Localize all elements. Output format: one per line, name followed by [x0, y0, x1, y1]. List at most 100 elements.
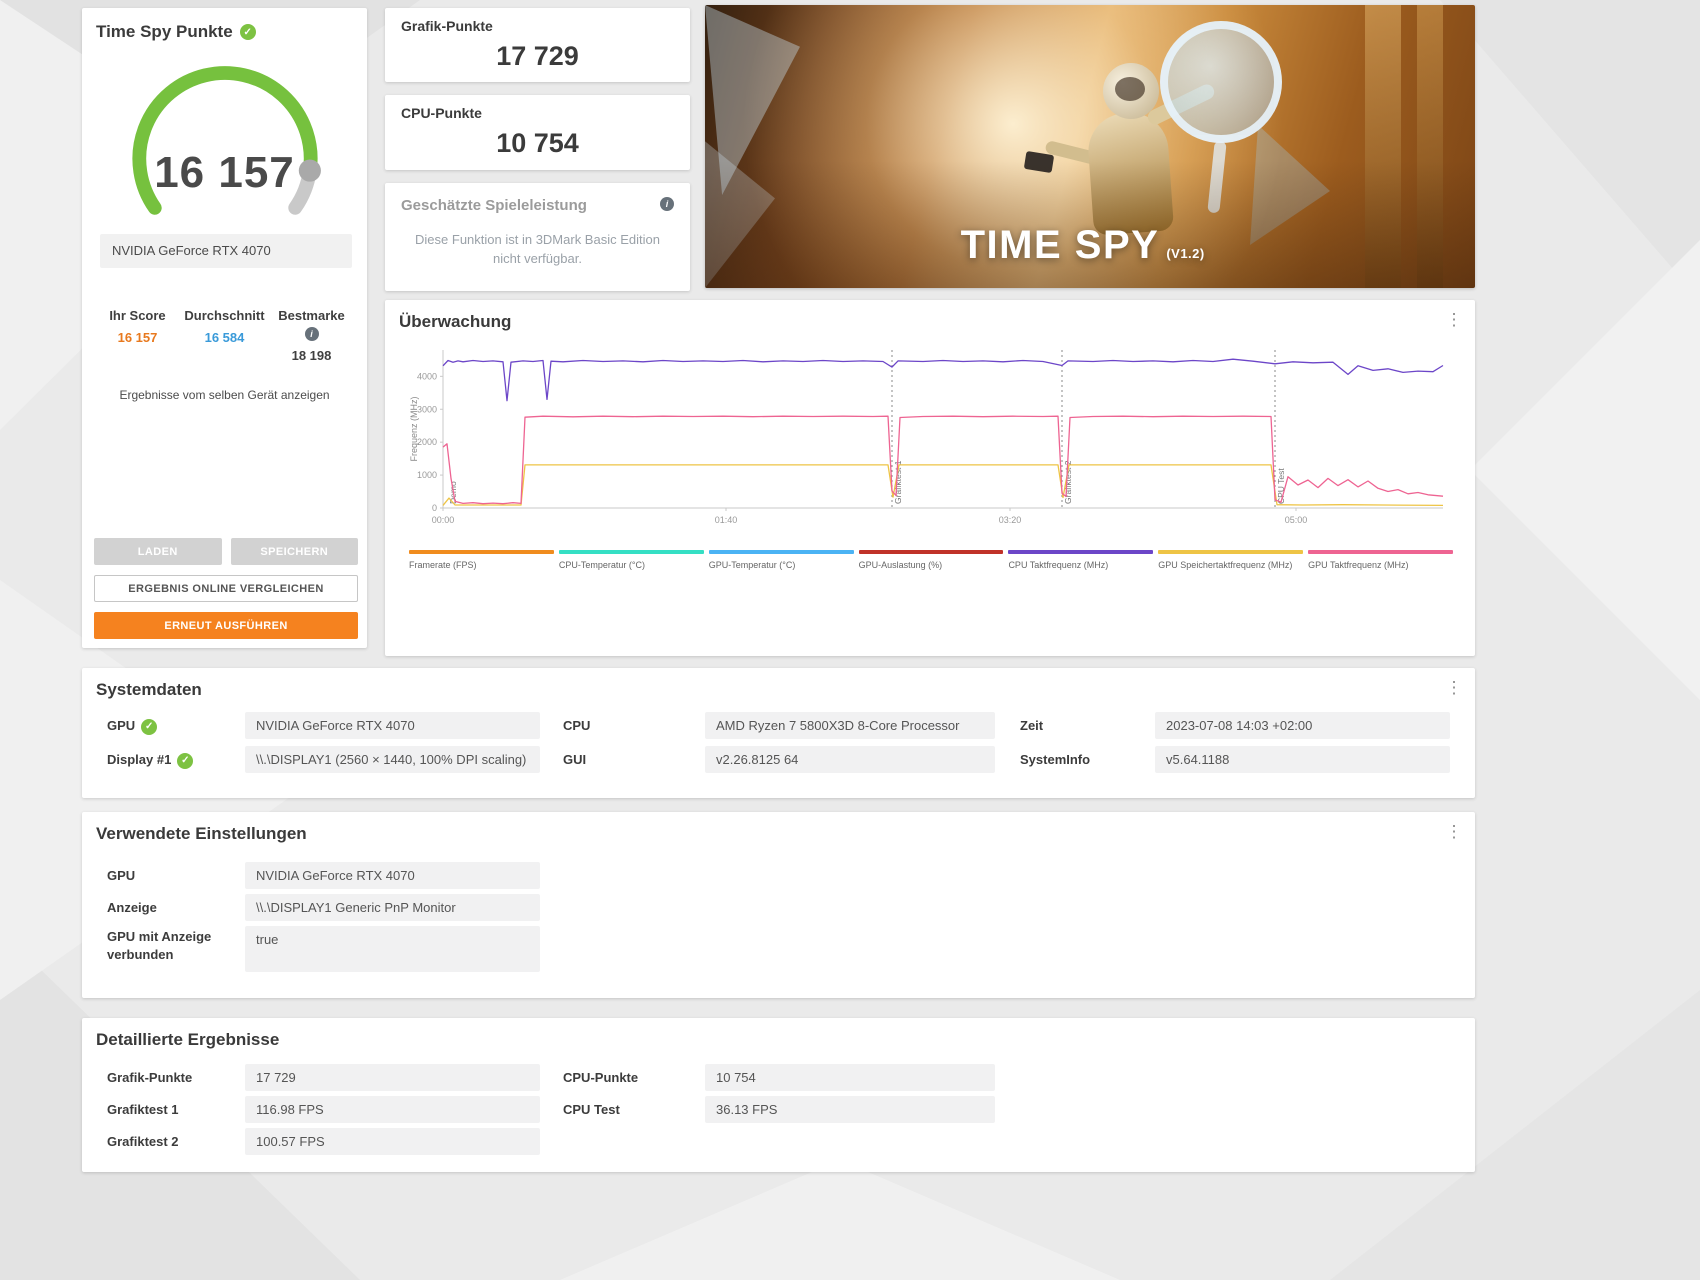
- score-card-title: Time Spy Punkte: [96, 22, 233, 41]
- monitoring-card: Überwachung Frequenz (MHz) 0 1000 2000 3000 4…: [385, 300, 1475, 656]
- stat-best: Bestmarke 18 198: [268, 308, 355, 363]
- detailed-results-card: Detaillierte Ergebnisse Grafik-Punkte 17…: [82, 1018, 1475, 1172]
- setting-value-gpu-connected: true: [245, 926, 540, 972]
- estimated-info-icon[interactable]: [660, 197, 674, 211]
- legend-item-gpu-clock[interactable]: GPU Taktfrequenz (MHz): [1308, 550, 1454, 570]
- field-value-display: \\.\DISPLAY1 (2560 × 1440, 100% DPI scal…: [245, 746, 540, 773]
- valid-check-icon: [239, 24, 256, 40]
- rerun-button[interactable]: ERNEUT AUSFÜHREN: [94, 612, 358, 639]
- field-label-time: Zeit: [1020, 718, 1044, 733]
- settings-title: Verwendete Einstellungen: [96, 824, 307, 843]
- settings-card: Verwendete Einstellungen GPU NVIDIA GeFo…: [82, 812, 1475, 998]
- field-value-gui: v2.26.8125 64: [705, 746, 995, 773]
- gauge-arc-filled: [131, 66, 318, 215]
- gauge-knob: [298, 159, 321, 182]
- field-value-gpu: NVIDIA GeForce RTX 4070: [245, 712, 540, 739]
- score-gauge: 16 157: [82, 50, 367, 254]
- series-gpu-taktfrequenz-mhz: [442, 415, 1444, 505]
- detail-value-graphics-score: 17 729: [245, 1064, 540, 1091]
- section-label: Grafiktest 2: [1063, 460, 1073, 504]
- legend-item-gpu-load[interactable]: GPU-Auslastung (%): [858, 550, 1004, 570]
- legend-item-gpu-temp[interactable]: GPU-Temperatur (°C): [708, 550, 854, 570]
- setting-label-display: Anzeige: [107, 900, 157, 915]
- load-button[interactable]: LADEN: [94, 538, 222, 565]
- svg-text:00:00: 00:00: [432, 515, 455, 525]
- field-value-systeminfo: v5.64.1188: [1155, 746, 1450, 773]
- chart-legend: Framerate (FPS) CPU-Temperatur (°C) GPU-…: [409, 550, 1454, 570]
- svg-text:2000: 2000: [417, 437, 437, 447]
- svg-text:3000: 3000: [417, 404, 437, 414]
- y-axis-label: Frequenz (MHz): [409, 396, 419, 461]
- series-gpu-speichertaktfrequenz-mhz: [442, 464, 1444, 507]
- estimated-performance-title: Geschätzte Spieleleistung: [401, 197, 587, 214]
- monitoring-title: Überwachung: [399, 312, 512, 331]
- system-data-title: Systemdaten: [96, 680, 202, 699]
- hero-title-text: TIME SPY: [960, 223, 1160, 267]
- stat-average: Durchschnitt 16 584: [184, 308, 265, 345]
- system-data-card: Systemdaten GPU NVIDIA GeForce RTX 4070 …: [82, 668, 1475, 798]
- hero-column: [1417, 5, 1443, 288]
- magnifier-lens: [1160, 21, 1282, 143]
- detail-label-cpu-test: CPU Test: [563, 1102, 620, 1117]
- kebab-menu-icon[interactable]: [1445, 678, 1463, 698]
- same-device-link[interactable]: Ergebnisse vom selben Gerät anzeigen: [119, 388, 330, 402]
- cpu-score-value: 10 754: [496, 128, 579, 158]
- field-label-gui: GUI: [563, 752, 587, 767]
- hero-version: (V1.2): [1166, 246, 1205, 261]
- score-gauge-svg: [131, 66, 321, 215]
- field-value-time: 2023-07-08 14:03 +02:00: [1155, 712, 1450, 739]
- setting-value-gpu: NVIDIA GeForce RTX 4070: [245, 862, 540, 889]
- series-cpu-taktfrequenz-mhz: [442, 358, 1444, 402]
- cpu-score-label: CPU-Punkte: [401, 105, 482, 121]
- setting-label-gpu: GPU: [107, 868, 136, 883]
- svg-text:1000: 1000: [417, 470, 437, 480]
- kebab-menu-icon[interactable]: [1445, 822, 1463, 842]
- bg-triangle: [1470, 240, 1700, 700]
- svg-text:4000: 4000: [417, 371, 437, 381]
- device-name-box: NVIDIA GeForce RTX 4070: [100, 234, 352, 268]
- bg-triangle: [1440, 0, 1700, 300]
- section-label: CPU Test: [1276, 468, 1286, 504]
- setting-label-gpu-connected: GPU mit Anzeige verbunden: [107, 929, 212, 962]
- score-card-buttons: LADEN SPEICHERN ERGEBNIS ONLINE VERGLEIC…: [94, 538, 358, 639]
- graphics-score-label: Grafik-Punkte: [401, 18, 493, 34]
- cpu-score-card: CPU-Punkte 10 754: [385, 95, 690, 170]
- best-score-info-icon[interactable]: [304, 327, 319, 341]
- svg-text:0: 0: [432, 503, 437, 513]
- hero-image: TIME SPY (V1.2): [705, 5, 1475, 288]
- estimated-performance-card: Geschätzte Spieleleistung Diese Funktion…: [385, 183, 690, 291]
- stat-your-score: Ihr Score 16 157: [109, 308, 166, 345]
- hero-title: TIME SPY (V1.2): [961, 223, 1205, 268]
- astronaut-visor: [1115, 77, 1145, 101]
- score-stats: Ihr Score 16 157 Durchschnitt 16 584 Bes…: [94, 308, 355, 363]
- bg-triangle: [560, 1160, 1120, 1280]
- field-value-cpu: AMD Ryzen 7 5800X3D 8-Core Processor: [705, 712, 995, 739]
- detail-label-cpu-score: CPU-Punkte: [563, 1070, 639, 1085]
- monitoring-chart: Frequenz (MHz) 0 1000 2000 3000 4000 00:00 01:4…: [409, 350, 1444, 525]
- hero-shade: [705, 5, 1475, 288]
- field-label-display: Display #1: [107, 746, 194, 773]
- detail-label-graphics-test-1: Grafiktest 1: [107, 1102, 179, 1117]
- svg-text:03:20: 03:20: [999, 515, 1022, 525]
- detail-value-cpu-score: 10 754: [705, 1064, 995, 1091]
- kebab-menu-icon[interactable]: [1445, 310, 1463, 330]
- total-score: 16 157: [154, 148, 295, 197]
- legend-item-gpu-mem-clock[interactable]: GPU Speichertaktfrequenz (MHz): [1158, 550, 1304, 570]
- detail-label-graphics-test-2: Grafiktest 2: [107, 1134, 179, 1149]
- svg-text:01:40: 01:40: [715, 515, 738, 525]
- legend-item-framerate[interactable]: Framerate (FPS): [409, 550, 554, 570]
- graphics-score-value: 17 729: [496, 41, 579, 71]
- graphics-score-card: Grafik-Punkte 17 729: [385, 8, 690, 82]
- display-check-icon: [177, 752, 194, 769]
- compare-online-button[interactable]: ERGEBNIS ONLINE VERGLEICHEN: [94, 575, 358, 602]
- legend-item-cpu-temp[interactable]: CPU-Temperatur (°C): [558, 550, 704, 570]
- field-label-systeminfo: SystemInfo: [1020, 752, 1091, 767]
- estimated-performance-text: Diese Funktion ist in 3DMark Basic Editi…: [415, 232, 660, 266]
- hero-column: [1365, 5, 1401, 288]
- save-button[interactable]: SPEICHERN: [230, 538, 358, 565]
- field-label-cpu: CPU: [563, 718, 591, 733]
- detail-label-graphics-score: Grafik-Punkte: [107, 1070, 193, 1085]
- detail-value-graphics-test-2: 100.57 FPS: [245, 1128, 540, 1155]
- score-card: Time Spy Punkte 16 157 NVIDIA GeForce RT…: [82, 8, 367, 648]
- legend-item-cpu-clock[interactable]: CPU Taktfrequenz (MHz): [1008, 550, 1154, 570]
